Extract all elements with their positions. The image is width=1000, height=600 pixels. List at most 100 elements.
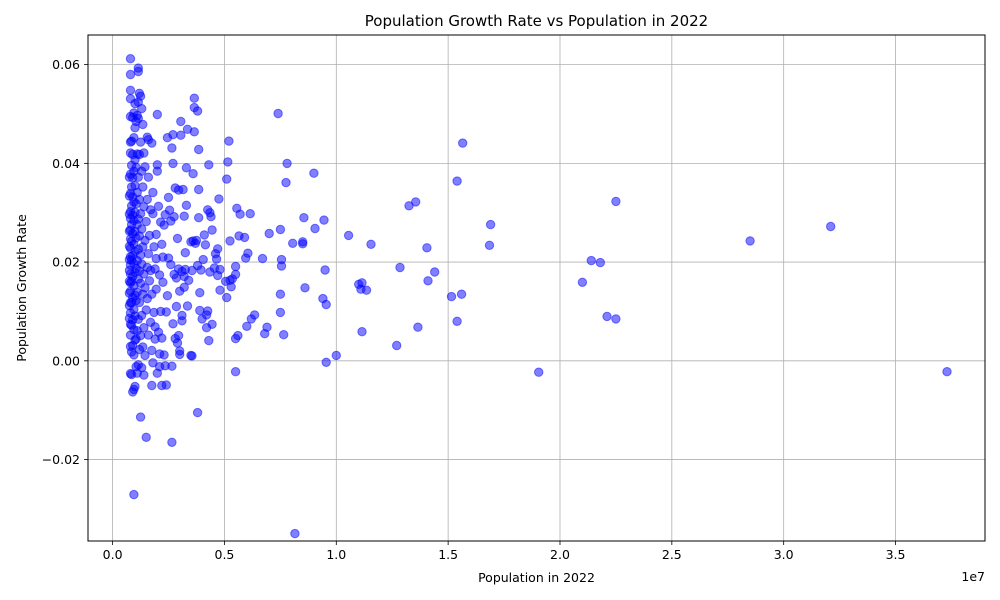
data-point [135, 412, 146, 422]
data-point [275, 307, 286, 318]
data-point [135, 137, 146, 147]
data-point [485, 219, 496, 230]
data-point [144, 276, 155, 286]
data-point [182, 301, 193, 311]
data-point [214, 194, 224, 204]
data-point [282, 158, 292, 169]
data-point [310, 223, 320, 234]
data-point [176, 130, 186, 140]
data-point [154, 349, 165, 359]
data-point [456, 289, 467, 299]
data-point [245, 209, 255, 219]
data-point [354, 279, 364, 289]
data-point [222, 292, 232, 303]
plot-frame [87, 34, 986, 542]
data-point [745, 236, 755, 246]
data-point [181, 200, 192, 211]
data-point [452, 316, 462, 326]
data-point [126, 160, 137, 171]
data-point [133, 66, 144, 77]
data-point [595, 257, 605, 268]
data-point [130, 123, 140, 133]
data-point [152, 166, 163, 176]
data-point [176, 116, 186, 127]
data-point [222, 174, 232, 184]
x-tick-label: 0.5 [215, 547, 235, 562]
x-tick-label: 3.5 [886, 547, 906, 562]
data-point [357, 327, 367, 337]
data-point [942, 367, 952, 377]
data-point [321, 357, 331, 367]
data-point [220, 276, 231, 286]
y-tick-label: 0.02 [52, 255, 80, 270]
data-point [169, 269, 179, 280]
data-point [124, 191, 135, 201]
data-point [290, 528, 300, 539]
y-tick-label: 0.00 [52, 353, 80, 368]
axis-ticks: 0.0 0.5 1.0 1.5 2.0 2.5 3.0 3.5 −0.02 0.00 0.02 0.0… [42, 57, 906, 562]
data-point [275, 289, 286, 299]
data-point [124, 209, 135, 219]
data-point [170, 333, 180, 344]
data-point [160, 210, 170, 220]
data-point [452, 176, 462, 186]
data-point [395, 262, 405, 273]
data-point [153, 201, 164, 212]
data-point [166, 216, 176, 226]
data-point [147, 345, 157, 356]
data-point [134, 88, 145, 99]
data-point [230, 261, 241, 272]
data-point [125, 330, 136, 340]
data-point [534, 367, 544, 377]
data-point [124, 226, 135, 236]
data-point [125, 54, 136, 64]
data-point [300, 283, 310, 293]
data-point [273, 108, 283, 119]
data-point [586, 255, 596, 266]
data-point [162, 133, 173, 143]
data-point [189, 102, 200, 113]
data-point [182, 124, 193, 135]
data-point [203, 205, 213, 215]
y-tick-label: 0.04 [52, 156, 80, 171]
data-point [162, 291, 173, 301]
data-point [430, 267, 440, 277]
data-point [141, 432, 151, 442]
data-point [125, 368, 136, 379]
data-point [422, 243, 432, 253]
data-point [299, 213, 309, 223]
grid-lines [88, 35, 985, 541]
data-point [124, 265, 135, 276]
data-point [125, 94, 136, 104]
data-point [200, 240, 211, 250]
chart-title: Population Growth Rate vs Population in … [365, 12, 708, 30]
data-point [484, 240, 495, 251]
data-point [189, 93, 200, 103]
data-point [224, 136, 234, 146]
data-point [192, 407, 203, 418]
data-point [152, 368, 163, 378]
data-point [163, 192, 174, 203]
data-point [264, 228, 274, 239]
y-tick-label: −0.02 [42, 452, 80, 467]
data-point [175, 346, 185, 356]
data-point [319, 215, 329, 225]
data-point [186, 237, 196, 247]
data-point [260, 329, 270, 339]
data-point [207, 225, 217, 235]
data-point [168, 319, 178, 329]
data-point [157, 380, 167, 391]
data-point [194, 144, 204, 155]
data-point [150, 334, 160, 344]
data-point [124, 276, 135, 286]
data-point [128, 387, 138, 397]
data-point [577, 277, 588, 287]
data-points [124, 54, 952, 539]
data-point [147, 380, 157, 391]
data-point [180, 248, 191, 258]
data-point [392, 340, 402, 351]
data-point [125, 111, 136, 122]
data-point [124, 288, 135, 298]
data-point [124, 241, 135, 252]
